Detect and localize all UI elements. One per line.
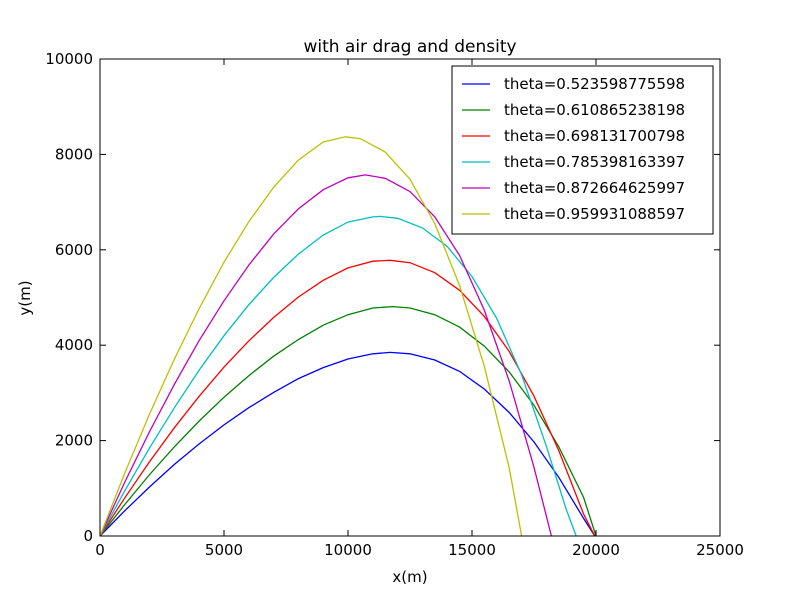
series-line-1 [99, 351, 596, 537]
y-tick-label: 0 [83, 527, 93, 545]
axis-ticks: 0 5000 10000 15000 20000 25000 0 2000 4000 6000 80… [45, 50, 744, 559]
x-axis-label: x(m) [392, 568, 427, 586]
chart-title: with air drag and density [303, 37, 516, 57]
legend-label-5: theta=0.872664625997 [504, 179, 685, 197]
legend-label-2: theta=0.610865238198 [504, 101, 685, 119]
series-line-6 [99, 136, 523, 537]
legend-label-3: theta=0.698131700798 [504, 127, 685, 145]
x-tick-label: 15000 [448, 541, 496, 559]
x-tick-label: 25000 [696, 541, 744, 559]
legend-box [451, 65, 714, 235]
y-tick-label: 2000 [55, 432, 93, 450]
y-tick-label: 8000 [55, 145, 93, 163]
y-tick-label: 4000 [55, 336, 93, 354]
y-tick-label: 10000 [45, 50, 93, 68]
legend-label-1: theta=0.523598775598 [504, 75, 685, 93]
series-line-5 [99, 174, 553, 537]
plot-area [99, 136, 597, 537]
y-tick-label: 6000 [55, 241, 93, 259]
x-tick-label: 10000 [324, 541, 372, 559]
x-tick-label: 0 [95, 541, 105, 559]
series-line-2 [99, 305, 597, 537]
legend-label-4: theta=0.785398163397 [504, 153, 685, 171]
legend: theta=0.523598775598 theta=0.610865238198… [451, 65, 714, 235]
x-tick-label: 20000 [572, 541, 620, 559]
legend-label-6: theta=0.959931088597 [504, 205, 685, 223]
plot-frame [99, 58, 721, 537]
y-axis-label: y(m) [16, 280, 34, 315]
x-tick-label: 5000 [205, 541, 243, 559]
series-line-4 [99, 215, 577, 537]
